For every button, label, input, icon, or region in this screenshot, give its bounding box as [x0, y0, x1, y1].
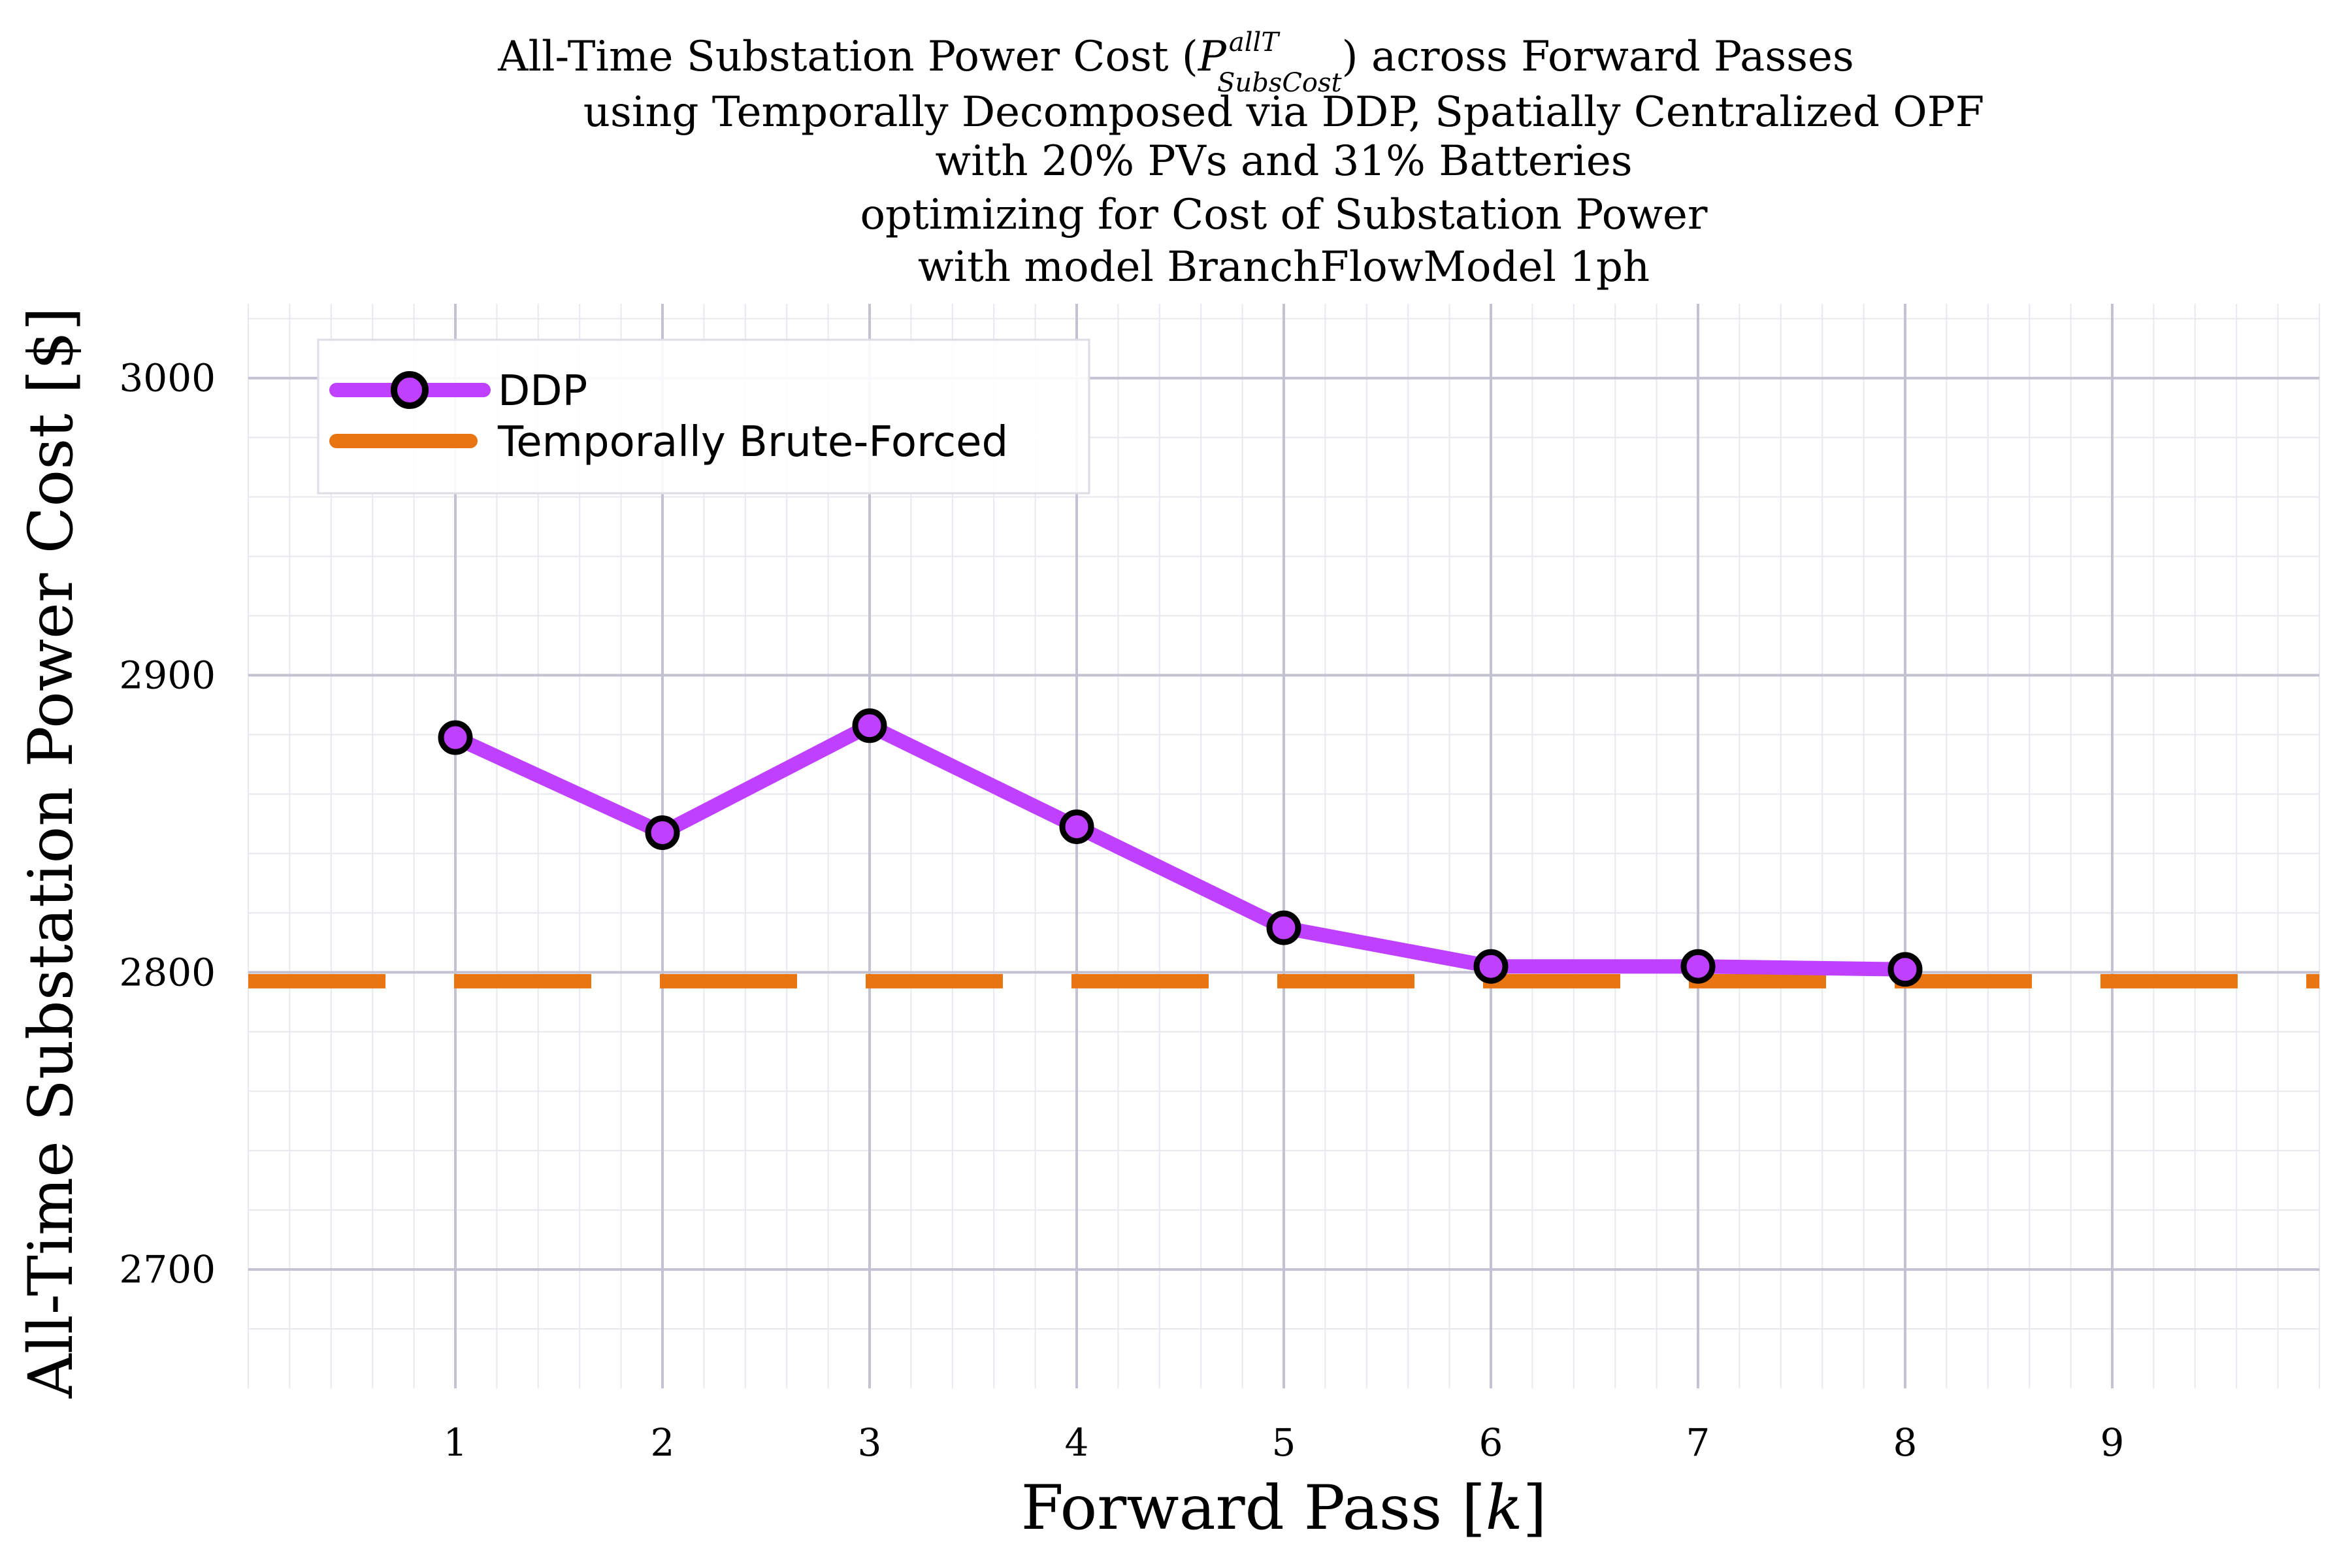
y-tick-labels: 2700 2800 2900 3000 [119, 356, 216, 1292]
x-tick-label: 5 [1272, 1420, 1296, 1465]
title-line-4: optimizing for Cost of Substation Power [860, 191, 1708, 239]
title-line-3: with 20% PVs and 31% Batteries [935, 137, 1632, 186]
x-tick-label: 9 [2100, 1420, 2125, 1465]
series-ddp-point [1266, 910, 1301, 945]
x-axis-label: Forward Pass [k] [1021, 1473, 1547, 1544]
series-ddp-point [1887, 952, 1923, 987]
series-ddp-point [852, 708, 887, 743]
y-tick-label: 2800 [119, 950, 216, 994]
x-tick-label: 8 [1893, 1420, 1918, 1465]
series-ddp-line [448, 718, 1912, 977]
y-tick-label: 2900 [119, 653, 216, 697]
title-line-5: with model BranchFlowModel 1ph [918, 243, 1650, 291]
legend-box [317, 338, 1090, 495]
x-tick-label: 4 [1065, 1420, 1089, 1465]
legend: DDP Temporally Brute-Forced [317, 338, 1090, 495]
x-tick-label: 7 [1686, 1420, 1710, 1465]
legend-bruteforce-label: Temporally Brute-Forced [497, 418, 1008, 466]
x-tick-label: 1 [444, 1420, 468, 1465]
x-tick-labels: 1 2 3 4 5 6 7 8 9 [444, 1420, 2125, 1465]
title-line-1: All-Time Substation Power Cost (P allT Sub… [497, 27, 1854, 98]
y-axis-label: All-Time Substation Power Cost [$] [16, 307, 87, 1399]
y-tick-label: 2700 [119, 1247, 216, 1292]
series-ddp-point [1059, 809, 1094, 844]
title-line-2: using Temporally Decomposed via DDP, Spa… [583, 88, 1984, 137]
series-layer [248, 708, 2319, 988]
series-ddp-point [1680, 949, 1716, 984]
legend-ddp-label: DDP [498, 367, 587, 416]
series-ddp-point [645, 815, 680, 851]
series-ddp-point [438, 720, 473, 755]
x-tick-label: 3 [858, 1420, 882, 1465]
chart-title: All-Time Substation Power Cost (P allT Sub… [497, 27, 1984, 291]
series-ddp-point [1473, 949, 1509, 984]
legend-ddp-marker [391, 371, 429, 409]
y-tick-label: 3000 [119, 356, 216, 400]
x-tick-label: 2 [651, 1420, 675, 1465]
x-tick-label: 6 [1479, 1420, 1503, 1465]
